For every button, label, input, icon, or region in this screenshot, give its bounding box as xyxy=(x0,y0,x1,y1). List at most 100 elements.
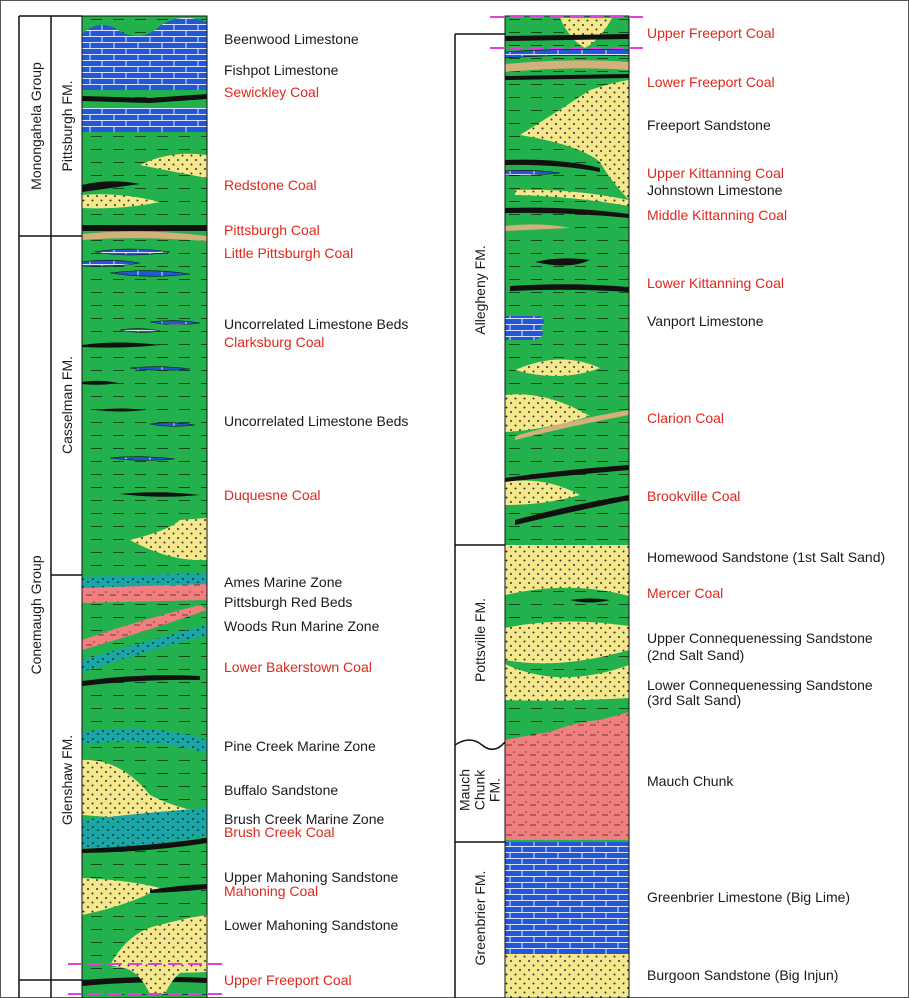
coal-label: Brookville Coal xyxy=(647,488,741,504)
left-strat-column xyxy=(82,16,207,998)
greenbrier-fm-label: Greenbrier FM. xyxy=(472,870,488,966)
sandstone-lens xyxy=(505,480,580,505)
casselman-fm-label: Casselman FM. xyxy=(59,355,75,455)
coal-label: Clarion Coal xyxy=(647,410,725,426)
brush-creek-marine-zone xyxy=(82,808,207,848)
middle-kittanning-coal-bed xyxy=(505,207,629,218)
coal-label: Upper Kittanning Coal xyxy=(647,165,784,181)
lower-mahoning-sandstone xyxy=(110,915,207,973)
coal-streak xyxy=(82,380,118,385)
brookville-coal-bed xyxy=(505,465,629,482)
unit-label: (2nd Salt Sand) xyxy=(647,647,745,663)
unit-label: Beenwood Limestone xyxy=(224,31,359,47)
glenshaw-fm-label: Glenshaw FM. xyxy=(59,734,75,826)
pittsburgh-coal-bed xyxy=(82,225,207,231)
unit-label: Lower Connequenessing Sandstone xyxy=(647,677,873,693)
unit-label: Mauch Chunk xyxy=(647,773,734,789)
johnstown-limestone-lens xyxy=(505,170,561,176)
unit-label: Upper Connequenessing Sandstone xyxy=(647,630,873,646)
mauch-chunk-fm-label: Mauch Chunk FM. xyxy=(456,768,503,812)
unit-label: Freeport Sandstone xyxy=(647,117,771,133)
unit-label: Uncorrelated Limestone Beds xyxy=(224,316,409,332)
coal-label: Upper Freeport Coal xyxy=(224,972,352,988)
freeport-sandstone xyxy=(520,80,629,200)
limestone-lens xyxy=(129,366,191,371)
coal-label: Mahoning Coal xyxy=(224,883,319,899)
sandstone-lens xyxy=(505,394,590,432)
coal-label: Mercer Coal xyxy=(647,585,724,601)
sandstone-lens xyxy=(515,189,629,206)
pittsburgh-coal-parting xyxy=(82,231,207,241)
sewickley-coal-bed xyxy=(82,94,207,103)
lower-freeport-coal-bed xyxy=(505,74,629,80)
upper-kittanning-coal-bed xyxy=(505,159,600,172)
sandstone-lens xyxy=(515,359,600,377)
limestone-bed xyxy=(82,108,207,132)
limestone-lens xyxy=(94,248,171,256)
lower-bakerstown-coal-bed xyxy=(82,675,200,686)
coal-label: Middle Kittanning Coal xyxy=(647,207,788,223)
lower-kittanning-coal-bed xyxy=(510,284,629,292)
upper-mahoning-sandstone xyxy=(82,878,160,915)
coal-label: Redstone Coal xyxy=(224,177,317,193)
greenbrier-limestone xyxy=(505,842,629,954)
unit-label: Burgoon Sandstone (Big Injun) xyxy=(647,967,839,983)
unit-label: Woods Run Marine Zone xyxy=(224,618,380,634)
unit-label: Buffalo Sandstone xyxy=(224,782,339,798)
unit-label: Pine Creek Marine Zone xyxy=(224,738,376,754)
coal-label: Duquesne Coal xyxy=(224,487,321,503)
homewood-sandstone xyxy=(505,545,629,596)
coal-label: Lower Bakerstown Coal xyxy=(224,659,372,675)
redstone-coal-bed xyxy=(82,181,140,192)
limestone-lens xyxy=(82,259,141,267)
brush-creek-coal-bed xyxy=(82,838,207,853)
unit-label: Greenbrier Limestone (Big Lime) xyxy=(647,889,851,905)
clarksburg-coal-bed xyxy=(82,342,160,348)
coal-streak xyxy=(515,495,629,525)
lower-freeport-coal-zone xyxy=(505,60,629,72)
coal-label: Clarksburg Coal xyxy=(224,334,325,350)
unit-label: (3rd Salt Sand) xyxy=(647,692,742,708)
upper-connequenessing-sandstone xyxy=(505,621,629,664)
beenwood-fishpot-limestone xyxy=(82,17,207,90)
upper-freeport-coal-bed-right xyxy=(505,34,629,41)
pittsburgh-fm-label: Pittsburgh FM. xyxy=(59,80,75,172)
coal-label: Sewickley Coal xyxy=(224,84,319,100)
left-column-outline xyxy=(81,15,208,998)
coal-lens xyxy=(535,258,590,266)
unit-label: Vanport Limestone xyxy=(647,313,764,329)
clarion-coal-zone xyxy=(515,410,629,440)
pottsville-fm-label: Pottsville FM. xyxy=(472,597,488,683)
limestone-lens xyxy=(109,270,191,277)
coal-label: Brush Creek Coal xyxy=(224,824,335,840)
coal-streak xyxy=(95,408,145,412)
lower-connequenessing-sandstone xyxy=(505,664,629,701)
unit-label: Uncorrelated Limestone Beds xyxy=(224,413,409,429)
unit-label: Fishpot Limestone xyxy=(224,62,339,78)
sandstone-lens xyxy=(82,194,160,209)
sandstone-lens xyxy=(140,153,207,178)
unit-label: Pittsburgh Red Beds xyxy=(224,594,353,610)
sandstone-lens xyxy=(110,962,200,994)
monongahela-group-label: Monongahela Group xyxy=(28,62,44,190)
duquesne-coal-bed xyxy=(120,492,200,497)
unconformity-wavy-line xyxy=(454,739,506,751)
allegheny-fm-label: Allegheny FM. xyxy=(472,245,488,335)
coal-label: Little Pittsburgh Coal xyxy=(224,245,354,261)
coal-label: Upper Freeport Coal xyxy=(647,25,775,41)
coal-label: Pittsburgh Coal xyxy=(224,222,320,238)
conemaugh-group-label: Conemaugh Group xyxy=(28,555,44,675)
limestone-lens xyxy=(505,49,629,59)
limestone-lens xyxy=(149,422,196,427)
coal-label: Lower Kittanning Coal xyxy=(647,275,784,291)
sandstone-lens xyxy=(560,18,612,48)
pittsburgh-red-beds xyxy=(82,584,207,603)
unit-label: Johnstown Limestone xyxy=(647,182,783,198)
unit-label: Ames Marine Zone xyxy=(224,574,343,590)
limestone-lens xyxy=(109,456,176,461)
sandstone-lens xyxy=(130,518,207,561)
vanport-limestone xyxy=(505,316,544,340)
woods-run-marine-zone xyxy=(82,625,207,672)
mauch-chunk-red-beds xyxy=(505,712,629,840)
